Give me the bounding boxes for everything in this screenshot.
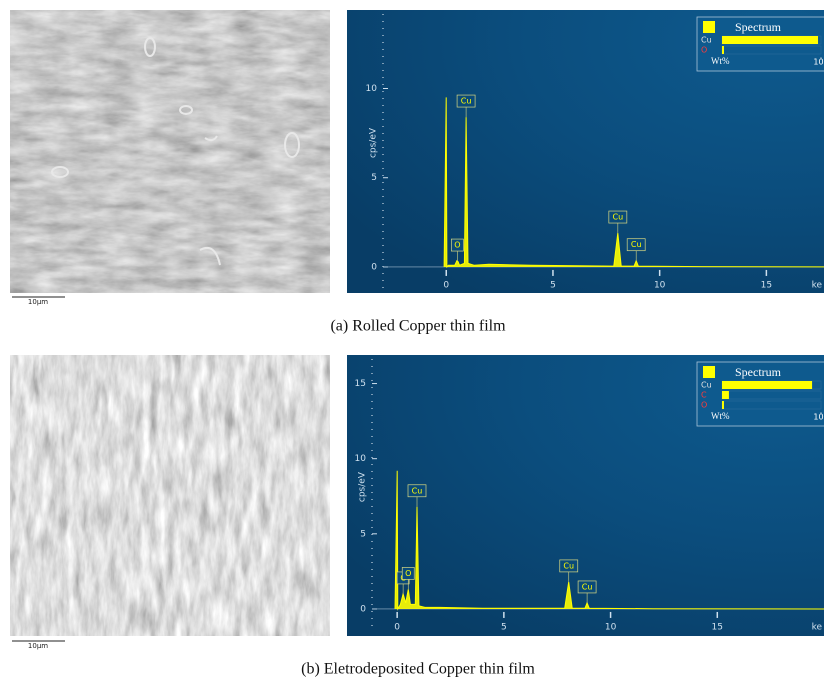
composition-bar [722,46,724,54]
composition-bar [722,36,819,44]
y-tick-label: 15 [355,379,366,389]
x-tick-label: 10 [654,280,666,290]
peak-label: Cu [563,561,574,570]
peak-label-box [608,210,628,224]
sem-features [51,37,300,266]
y-tick-label: 5 [371,173,377,183]
peak-label: O [454,241,460,250]
legend-swatch [703,21,715,33]
x-tick-label: 0 [394,622,400,632]
peak-label-box [577,580,597,594]
legend-element: Cu [701,381,712,390]
peak-label-box [456,94,476,108]
x-tick-label: 5 [550,280,556,290]
spectrum-line [443,97,824,269]
x-tick-label: 0 [443,280,449,290]
legend-element: O [701,401,707,410]
legend-element: O [701,46,707,55]
peak-label: O [405,569,411,578]
y-axis-label: cps/eV [369,127,379,158]
legend-tick-label: 100 [813,58,824,67]
peak-label: Cu [631,240,642,249]
sem-image [10,10,330,293]
x-tick-label: 15 [712,622,723,632]
x-axis-label: ke [812,280,823,290]
legend-title: Spectrum [735,20,782,34]
legend-element: Cu [701,36,712,45]
legend-swatch [703,366,715,378]
y-tick-label: 10 [355,454,367,464]
caption: (b) Eletrodeposited Copper thin film [301,661,535,678]
peak-label-box [407,484,427,498]
y-tick-label: 5 [360,529,366,539]
peak-label: Cu [582,582,593,591]
scale-bar-label: 10µm [28,298,48,306]
composition-bar [722,401,724,409]
legend-axis-label: Wt% [711,411,730,421]
y-tick-label: 10 [366,84,378,94]
peak-label-box [559,559,579,573]
x-axis-label: ke [812,622,823,632]
scale-bar-label: 10µm [28,642,48,650]
caption: (a) Rolled Copper thin film [330,318,506,335]
peak-label: Cu [412,486,423,495]
peak-label: Cu [613,213,624,222]
legend-title: Spectrum [735,365,782,379]
peak-label-box [626,238,646,252]
y-tick-label: 0 [360,604,366,614]
legend-element: C [701,391,707,400]
legend-tick-label: 100 [813,413,824,422]
x-tick-label: 5 [501,622,507,632]
legend-axis-label: Wt% [711,56,730,66]
peak-label: Cu [461,97,472,106]
y-axis-label: cps/eV [358,471,368,502]
x-tick-label: 10 [605,622,617,632]
spectrum-line [394,470,824,611]
legend-box [696,361,824,427]
peak-label-box [450,238,464,252]
composition-bar [722,391,729,399]
composition-bar [722,381,813,389]
spectrum-chart: 051015cps/eV051015keCOCuCuCuSpectrumCuCO… [347,355,824,636]
y-tick-label: 0 [371,262,377,272]
sem-image [10,355,330,636]
peak-label-box [401,567,415,580]
x-tick-label: 15 [761,280,772,290]
